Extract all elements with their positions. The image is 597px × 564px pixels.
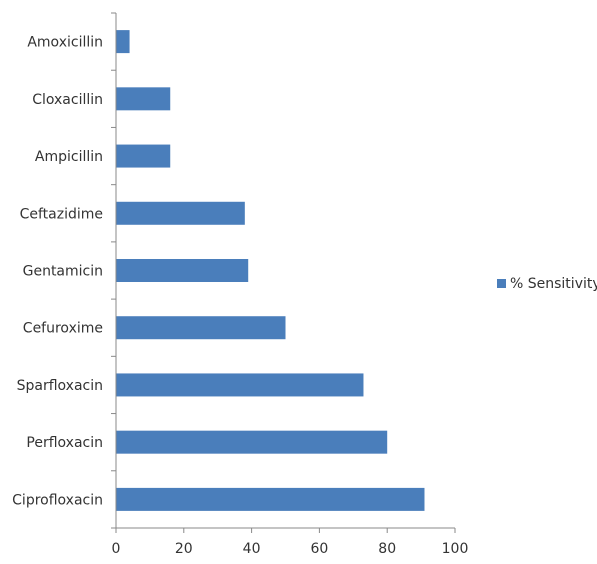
bar-perfloxacin [116, 430, 388, 454]
labels: Amoxicillin Cloxacillin Ampicillin Ceftazid… [12, 35, 468, 557]
bar-amoxicillin [116, 30, 130, 54]
category-label: Gentamicin [23, 264, 103, 280]
category-label: Ceftazidime [20, 206, 103, 222]
bar-sparfloxacin [116, 373, 364, 397]
bar-ceftazidime [116, 201, 245, 225]
category-label: Sparfloxacin [17, 378, 103, 394]
bars [116, 30, 425, 511]
category-label: Perfloxacin [26, 435, 103, 451]
x-tick-label: 40 [243, 541, 261, 557]
bar-ampicillin [116, 144, 171, 168]
category-label: Ampicillin [35, 149, 103, 165]
x-tick-label: 60 [310, 541, 328, 557]
legend: % Sensitivity [497, 276, 597, 292]
axes [111, 12, 456, 533]
bar-cefuroxime [116, 316, 286, 340]
category-label: Amoxicillin [27, 35, 103, 51]
bar-ciprofloxacin [116, 487, 425, 511]
x-tick-label: 80 [378, 541, 396, 557]
x-tick-label: 0 [112, 541, 121, 557]
category-label: Cefuroxime [23, 321, 103, 337]
bar-cloxacillin [116, 87, 171, 111]
category-label: Ciprofloxacin [12, 492, 103, 508]
x-tick-label: 20 [175, 541, 193, 557]
category-label: Cloxacillin [32, 92, 103, 108]
legend-label: % Sensitivity [510, 276, 597, 292]
x-tick-label: 100 [442, 541, 469, 557]
bar-gentamicin [116, 259, 249, 282]
legend-swatch [497, 279, 506, 288]
